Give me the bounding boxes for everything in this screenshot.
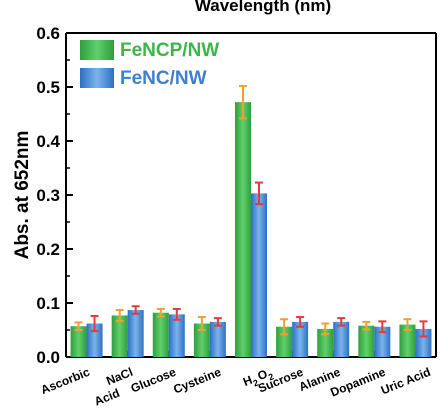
error-bar-fencp: [115, 309, 124, 322]
chart-top-label: Wavelength (nm): [195, 0, 331, 15]
error-bar-fenc: [378, 320, 387, 334]
bar-fencp: [399, 324, 416, 357]
error-bar-fencp: [239, 84, 247, 120]
bar-fencp: [317, 328, 334, 357]
y-tick-label: 0.1: [36, 294, 60, 313]
bar-fenc: [374, 326, 391, 357]
bar-fencp: [70, 326, 87, 357]
error-bar-fenc: [131, 305, 140, 315]
legend-label-fenc: FeNC/NW: [120, 68, 207, 89]
x-tick-label: Ascorbic: [39, 365, 92, 397]
bar-fencp: [358, 325, 375, 357]
bar-fenc: [251, 193, 267, 357]
x-tick-label-sub: 2: [252, 377, 260, 388]
error-bar-fenc: [337, 317, 346, 327]
y-axis-label: Abs. at 652nm: [12, 131, 33, 260]
error-bar-fenc: [172, 307, 181, 321]
bar-fenc: [168, 314, 185, 357]
error-bars-group: [74, 84, 428, 338]
error-bar-fenc: [90, 314, 99, 333]
x-tick-label: Acid: [92, 386, 121, 409]
legend-swatch-fencp: [80, 40, 114, 60]
bar-fencp: [152, 312, 169, 357]
y-tick-label: 0.0: [36, 348, 60, 367]
error-bar-fenc: [419, 320, 428, 338]
error-bar-fencp: [362, 320, 371, 331]
y-tick-label: 0.5: [36, 78, 60, 97]
error-bar-fencp: [197, 316, 206, 331]
bar-fenc: [209, 321, 226, 357]
bar-fenc: [127, 310, 144, 357]
y-tick-label: 0.6: [36, 24, 60, 43]
y-tick-label: 0.3: [36, 186, 60, 205]
y-tick-label: 0.2: [36, 240, 60, 259]
error-bar-fenc: [255, 181, 263, 206]
error-bar-fencp: [321, 322, 330, 336]
error-bar-fencp: [74, 321, 83, 331]
x-tick-label: Glucose: [129, 365, 178, 396]
error-bar-fencp: [403, 318, 412, 331]
error-bar-fencp: [156, 307, 165, 318]
bars-group: [70, 102, 432, 358]
error-bar-fenc: [213, 317, 222, 327]
legend: FeNCP/NW FeNC/NW: [80, 40, 219, 89]
x-tick-label: Uric Acid: [379, 365, 433, 398]
legend-swatch-fenc: [80, 68, 114, 88]
x-tick-label-sub: 2: [267, 371, 275, 382]
error-bar-fencp: [280, 318, 289, 336]
bar-fenc: [292, 321, 309, 357]
bar-fenc: [333, 321, 350, 357]
y-tick-label: 0.4: [36, 132, 60, 151]
x-tick-label: Cysteine: [171, 365, 223, 397]
bar-fencp: [235, 102, 251, 358]
bar-fencp: [111, 315, 128, 357]
y-axis-ticks: 0.0 0.1 0.2 0.3 0.4 0.5 0.6: [36, 24, 73, 367]
legend-label-fencp: FeNCP/NW: [120, 40, 219, 61]
bar-fencp: [193, 323, 210, 357]
error-bar-fenc: [296, 316, 305, 328]
